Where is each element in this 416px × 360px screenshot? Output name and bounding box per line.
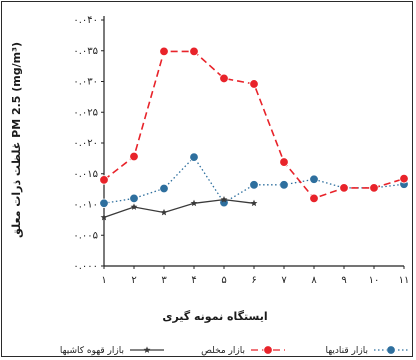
x-tick-label: ۶ (251, 275, 256, 286)
x-tick-label: ۴ (191, 275, 196, 286)
y-tick-label: ۰.۰۱۵ (73, 169, 98, 180)
data-point (249, 79, 259, 89)
legend-label: بازار مخلص (201, 346, 245, 356)
y-tick-label: ۰.۰۰۰ (73, 261, 98, 272)
y-tick-label: ۰.۰۲۵ (73, 107, 98, 118)
data-point (190, 199, 198, 207)
legend-marker (386, 345, 396, 355)
chart-legend: بازار قنادیها بازار مخلص بازار قهوه کاشیها (60, 345, 408, 356)
legend-label: بازار قهوه کاشیها (60, 346, 124, 356)
data-point (279, 157, 289, 167)
y-tick-label: ۰.۰۲۰ (73, 138, 98, 149)
data-point (129, 151, 139, 162)
data-point (220, 195, 228, 203)
data-point (219, 73, 229, 84)
legend-label: بازار قنادیها (326, 346, 368, 356)
y-tick-label: ۰.۰۰۵ (73, 230, 98, 241)
x-tick-label: ۱۰ (369, 275, 380, 286)
data-point (250, 199, 258, 207)
series-line (103, 198, 255, 219)
data-point (189, 46, 199, 57)
x-tick-label: ۵ (221, 275, 226, 286)
data-point (309, 193, 319, 204)
y-tick-label: ۰.۰۱۰ (73, 200, 98, 211)
y-axis-title: غلظت ذرات معلق PM 2.5 (mg/m³) (10, 42, 23, 238)
data-point (369, 183, 379, 193)
x-axis-title: ایستگاه نمونه گیری (162, 310, 267, 323)
data-point (100, 213, 108, 221)
data-point (279, 180, 289, 190)
x-tick-label: ۸ (311, 275, 317, 286)
data-point (159, 46, 169, 57)
chart-axes (103, 16, 404, 267)
series-2 (99, 46, 409, 204)
legend-marker (143, 346, 151, 353)
data-point (189, 152, 199, 162)
chart-series (99, 46, 409, 221)
data-point (309, 174, 319, 184)
x-tick-label: ۳ (161, 275, 167, 286)
series-3 (100, 195, 258, 221)
chart-frame (1, 1, 413, 357)
x-tick-label: ۱ (101, 275, 106, 286)
y-tick-label: ۰.۰۳۵ (73, 46, 98, 57)
data-point (159, 183, 169, 194)
y-tick-label: ۰.۰۳۰ (73, 77, 98, 88)
data-point (99, 175, 109, 185)
data-point (160, 208, 168, 216)
data-point (399, 173, 409, 184)
y-axis-ticks: ۰.۰۰۰ ۰.۰۰۵ ۰.۰۱۰ ۰.۰۱۵ ۰.۰۲۰ ۰.۰۲۵ ۰.۰۳۰ ۰.۰۳۵… (73, 15, 104, 272)
x-tick-label: ۷ (281, 275, 287, 286)
x-tick-label: ۱۱ (399, 275, 410, 286)
data-point (129, 193, 139, 204)
y-tick-label: ۰.۰۴۰ (73, 15, 98, 26)
legend-marker (263, 345, 273, 355)
data-point (99, 198, 109, 208)
data-point (130, 203, 138, 210)
x-tick-label: ۹ (341, 275, 346, 286)
x-axis-ticks: ۱ ۲ ۳ ۴ ۵ ۶ ۷ ۸ ۹ ۱۰ ۱۱ (101, 266, 409, 286)
data-point (249, 180, 259, 190)
series-line (103, 50, 405, 200)
series-1 (99, 152, 409, 208)
x-tick-label: ۲ (131, 275, 136, 286)
data-point (339, 183, 349, 193)
